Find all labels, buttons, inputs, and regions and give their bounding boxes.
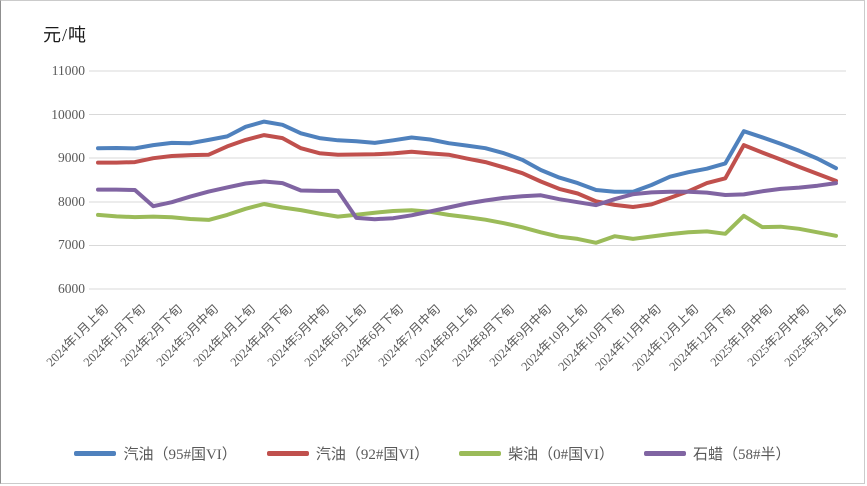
legend-item: 石蜡（58#半） <box>644 443 791 464</box>
legend-label: 汽油（95#国VI） <box>123 447 237 463</box>
legend-label: 石蜡（58#半） <box>693 447 791 463</box>
series-line-汽油（95#国VI） <box>96 119 838 194</box>
legend-label: 汽油（92#国VI） <box>315 447 430 463</box>
legend-line-swatch <box>74 451 117 456</box>
legend-line-swatch <box>266 451 309 456</box>
legend-line-swatch <box>644 451 686 456</box>
legend-label: 柴油（0#国VI） <box>508 447 614 463</box>
legend-line-swatch <box>459 451 502 456</box>
series-line-石蜡（58#半） <box>96 179 838 222</box>
y-tick-label: 7000 <box>58 237 85 253</box>
y-tick-label: 8000 <box>58 193 85 209</box>
y-tick-label: 10000 <box>51 106 85 122</box>
legend-item: 汽油（95#国VI） <box>74 443 237 464</box>
legend: 汽油（95#国VI） 汽油（92#国VI） 柴油（0#国VI） 石蜡（58#半） <box>1 443 864 464</box>
legend-item: 汽油（92#国VI） <box>266 443 430 464</box>
y-tick-label: 9000 <box>58 150 85 166</box>
y-tick-label: 11000 <box>51 63 85 78</box>
legend-item: 柴油（0#国VI） <box>459 443 614 464</box>
y-axis-unit-label: 元/吨 <box>43 25 88 45</box>
y-tick-label: 6000 <box>58 281 85 296</box>
series-line-柴油（0#国VI） <box>96 202 838 245</box>
series-line-汽油（92#国VI） <box>96 133 838 209</box>
